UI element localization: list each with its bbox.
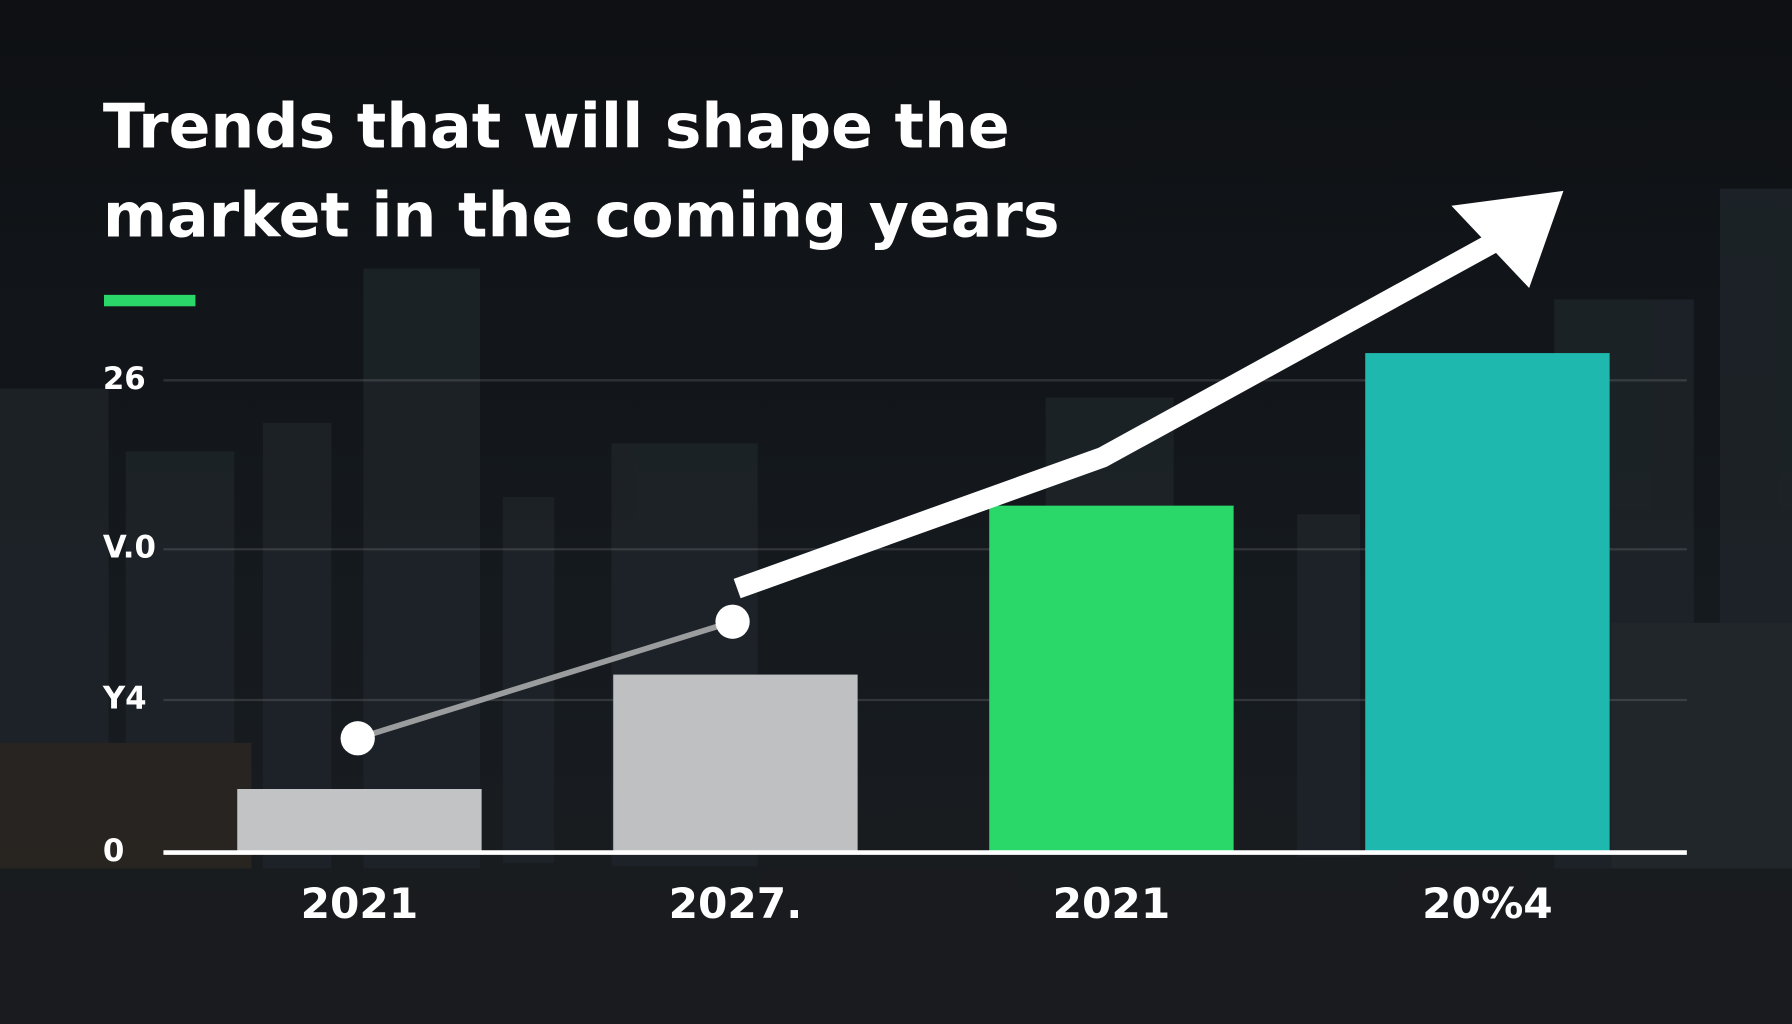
trend-line (356, 618, 734, 742)
title-accent (104, 294, 196, 307)
x-tick-label: 2021 (1053, 879, 1171, 928)
bar (237, 789, 482, 853)
trend-arrow (340, 190, 1564, 756)
bar (989, 505, 1234, 853)
x-tick-label: 2027. (669, 879, 803, 928)
trend-arrow-line (733, 225, 1514, 599)
arrow-head (1451, 190, 1564, 288)
y-tick-label: 26 (103, 361, 146, 397)
y-tick-label: 0 (103, 833, 124, 869)
trend-dot (340, 721, 375, 756)
trend-dot (715, 604, 750, 639)
chart-title: market in the coming years (103, 180, 1060, 252)
plot: 0 Y4 V.0 26 2021 2027. 2021 20%4 (102, 353, 1687, 928)
chart-title: Trends that will shape the (103, 90, 1010, 162)
y-tick-label: Y4 (102, 681, 147, 717)
bar (1365, 353, 1610, 853)
x-tick-label: 2021 (301, 879, 419, 928)
y-tick-label: V.0 (103, 530, 156, 566)
x-tick-label: 20%4 (1422, 879, 1553, 928)
bar (613, 674, 858, 853)
